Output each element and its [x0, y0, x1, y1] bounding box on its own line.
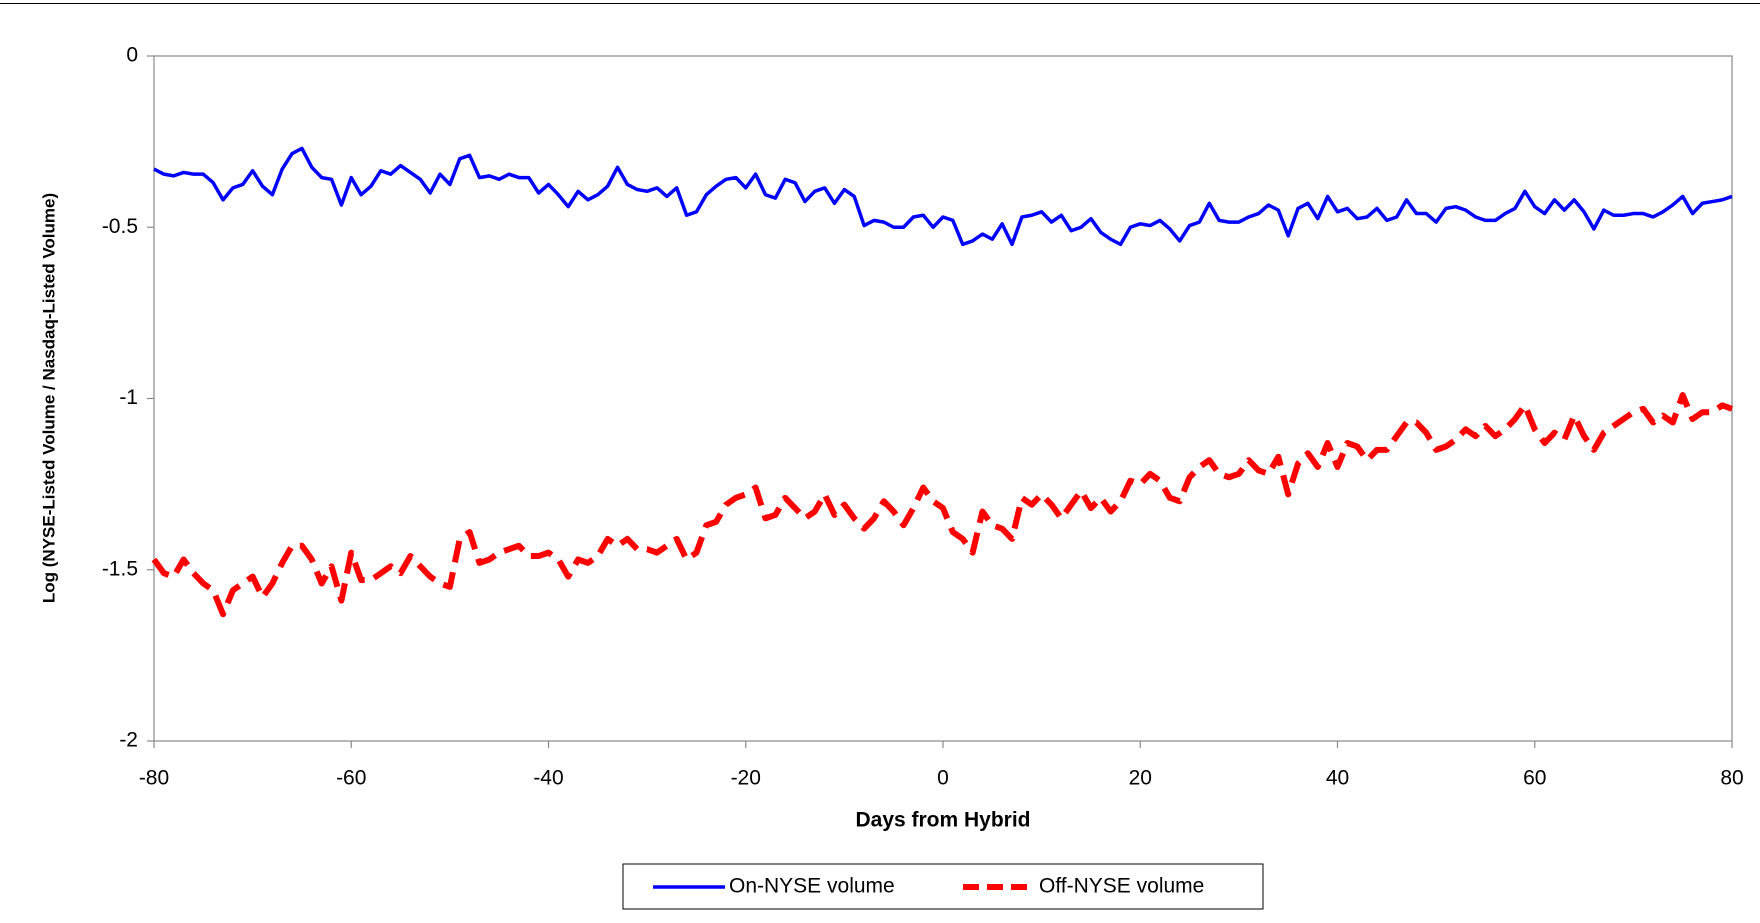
y-tick-label: -2 — [119, 729, 138, 752]
series-line — [151, 392, 1733, 618]
x-tick-label: -40 — [533, 767, 563, 790]
y-tick-label: -1 — [119, 386, 138, 409]
x-tick-label: 20 — [1129, 767, 1152, 790]
y-tick-label: -0.5 — [102, 215, 138, 238]
legend-box — [622, 863, 1264, 910]
legend-label: Off-NYSE volume — [1039, 875, 1204, 898]
x-axis-label: Days from Hybrid — [855, 809, 1030, 832]
legend-label: On-NYSE volume — [729, 875, 895, 898]
x-tick-label: -80 — [139, 767, 169, 790]
plot-frame — [153, 55, 1733, 742]
x-tick-label: -60 — [336, 767, 366, 790]
x-tick-label: 80 — [1720, 767, 1743, 790]
y-axis-label: Log (NYSE-Listed Volume / Nasdaq-Listed … — [39, 193, 58, 603]
x-tick-label: 0 — [937, 767, 949, 790]
y-tick-label: 0 — [126, 44, 138, 67]
x-tick-label: -20 — [731, 767, 761, 790]
x-tick-label: 60 — [1523, 767, 1546, 790]
x-tick-label: 40 — [1326, 767, 1349, 790]
y-tick-label: -1.5 — [102, 557, 138, 580]
series-line — [153, 146, 1733, 247]
